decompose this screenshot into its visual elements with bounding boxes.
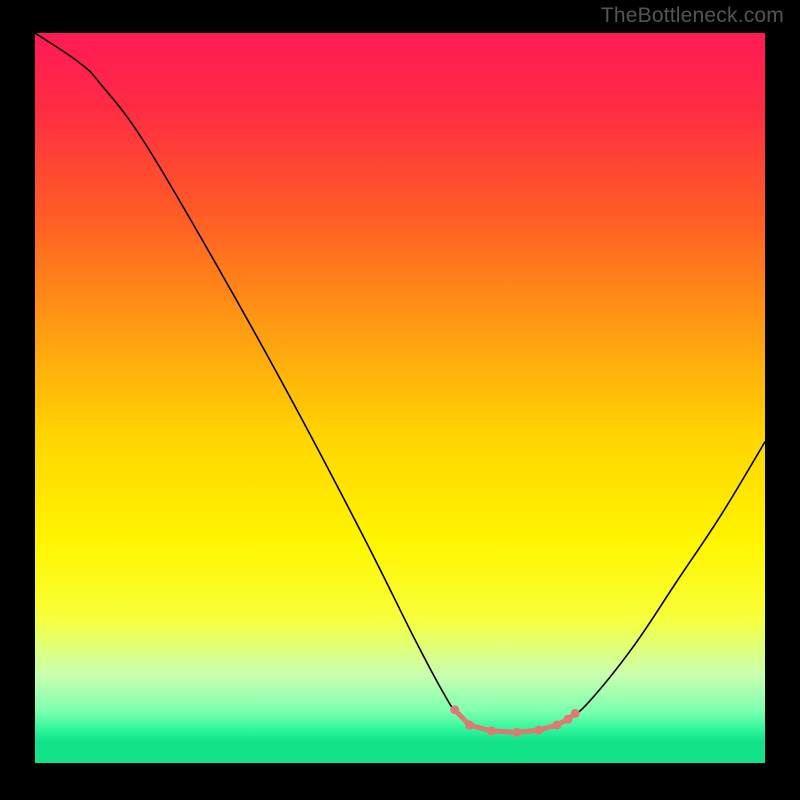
marker-dot	[552, 721, 561, 730]
marker-dot	[563, 715, 572, 724]
bottleneck-curve-chart	[35, 33, 765, 763]
marker-dot	[512, 728, 521, 737]
chart-frame: TheBottleneck.com	[0, 0, 800, 800]
watermark-text: TheBottleneck.com	[601, 4, 784, 28]
marker-dot	[450, 705, 459, 714]
plot-area	[35, 33, 765, 763]
marker-dot	[534, 726, 543, 735]
marker-dot	[487, 726, 496, 735]
marker-dot	[465, 721, 474, 730]
marker-dot	[571, 709, 580, 718]
